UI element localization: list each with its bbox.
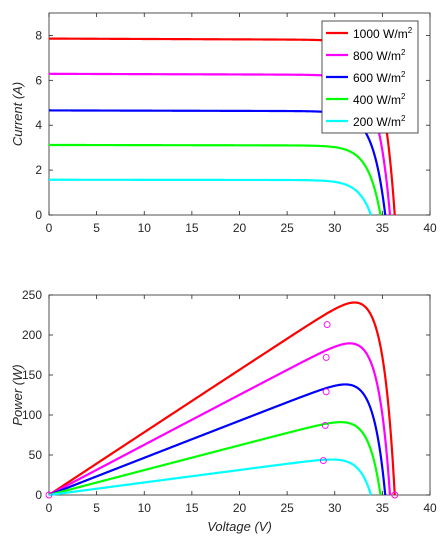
iv-chart: 0 5 10 15 20 25 30 35 40 0 2 4 6 8 Current (A) 1000 W/m… [10,12,437,235]
mpp-marker [322,388,330,396]
y-tick-label: 50 [29,448,43,462]
x-tick-label: 30 [328,221,342,235]
y-tick-label: 2 [35,163,42,177]
y-axis-label: Current (A) [10,82,25,146]
y-tick-label: 250 [22,288,42,302]
legend-label: 800 W/m2 [353,48,406,63]
y-axis-label: Power (W) [10,364,25,425]
x-tick-label: 15 [185,221,199,235]
x-tick-label: 20 [233,221,247,235]
mpp-marker [319,457,327,465]
legend-label: 600 W/m2 [353,70,406,85]
legend-superscript: 2 [401,92,406,101]
x-tick-label: 40 [423,501,437,515]
mpp-marker [322,353,330,361]
legend-label: 400 W/m2 [353,92,406,107]
x-tick-label: 10 [138,501,152,515]
legend: 1000 W/m2 800 W/m2 600 W/m2 400 W/m2 200 W/m… [321,20,419,134]
y-tick-label: 6 [35,73,42,87]
x-tick-label: 25 [280,501,294,515]
x-tick-label: 35 [376,501,390,515]
x-axis-label: Voltage (V) [207,519,272,534]
x-tick-label: 20 [233,501,247,515]
y-tick-label: 4 [35,118,42,132]
legend-superscript: 2 [401,70,406,79]
x-tick-label: 0 [46,221,53,235]
legend-superscript: 2 [401,114,406,123]
y-tick-label: 100 [22,408,42,422]
x-tick-label: 15 [185,501,199,515]
x-tick-label: 5 [93,501,100,515]
series-line-4 [49,178,372,216]
x-tick-label: 30 [328,501,342,515]
mpp-marker [323,321,331,329]
series-line-1 [48,342,392,496]
series-line-4 [48,458,372,497]
x-tick-label: 10 [138,221,152,235]
legend-label: 1000 W/m2 [353,26,413,41]
x-tick-label: 35 [376,221,390,235]
series-line-2 [48,383,387,497]
series-line-0 [48,301,396,496]
y-tick-label: 150 [22,368,42,382]
legend-label: 200 W/m2 [353,114,406,129]
y-tick-label: 8 [35,28,42,42]
endpoint-marker [45,491,53,499]
series-line-3 [48,421,382,497]
legend-superscript: 2 [408,26,413,35]
x-tick-label: 25 [280,221,294,235]
x-tick-label: 0 [46,501,53,515]
pv-chart: 0 5 10 15 20 25 30 35 40 0 50 100 150 200 250 Power (W)… [10,288,437,534]
endpoint-marker [391,491,399,499]
legend-superscript: 2 [401,48,406,57]
y-tick-label: 0 [35,208,42,222]
x-tick-label: 5 [93,221,100,235]
y-tick-label: 200 [22,328,42,342]
mpp-marker [321,421,329,429]
x-tick-label: 40 [423,221,437,235]
series-line-3 [49,143,382,216]
y-tick-label: 0 [35,488,42,502]
